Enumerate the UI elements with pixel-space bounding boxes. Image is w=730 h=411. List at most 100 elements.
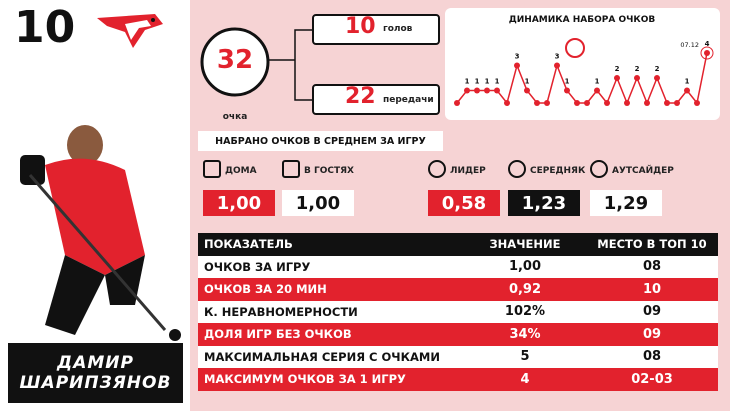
chart-point xyxy=(514,62,520,69)
chart-point xyxy=(574,100,580,106)
header-cell: МЕСТО В ТОП 10 xyxy=(597,237,707,252)
table-row: МАКСИМАЛЬНАЯ СЕРИЯ С ОЧКАМИ 5 08 xyxy=(198,345,718,368)
chart-point xyxy=(624,100,630,106)
player-last-name: ШАРИПЗЯНОВ xyxy=(19,373,172,393)
table-row: ДОЛЯ ИГР БЕЗ ОЧКОВ 34% 09 xyxy=(198,323,718,346)
table-cell: 34% xyxy=(509,326,541,342)
chart-point xyxy=(554,62,560,69)
chart-point xyxy=(684,87,690,94)
chart-value-label: 3 xyxy=(555,53,560,61)
chart-value-label: 1 xyxy=(565,78,570,86)
split-icon xyxy=(428,160,446,178)
header-cell: ЗНАЧЕНИЕ xyxy=(489,237,561,252)
table-cell: ДОЛЯ ИГР БЕЗ ОЧКОВ xyxy=(204,327,352,342)
assists-value: 22 xyxy=(345,84,376,109)
stats-table: ПОКАЗАТЕЛЬ ЗНАЧЕНИЕ МЕСТО В ТОП 10 ОЧКОВ ЗА… xyxy=(198,233,718,391)
table-row: ОЧКОВ ЗА 20 МИН 0,92 10 xyxy=(198,278,718,301)
table-cell: К. НЕРАВНОМЕРНОСТИ xyxy=(204,304,358,319)
table-cell: 1,00 xyxy=(508,259,542,275)
chart-point xyxy=(674,100,680,106)
split-value: 1,00 xyxy=(203,190,275,216)
table-header: ПОКАЗАТЕЛЬ ЗНАЧЕНИЕ МЕСТО В ТОП 10 xyxy=(198,233,718,256)
chart-value-label: 1 xyxy=(595,78,600,86)
jersey-number: 10 xyxy=(14,2,76,53)
chart-point xyxy=(484,87,490,94)
chart-point xyxy=(494,87,500,94)
chart-point xyxy=(534,100,540,106)
split-label: ДОМА xyxy=(225,166,257,176)
chart-point xyxy=(454,100,460,106)
chart-value-label: 4 xyxy=(705,40,710,48)
chart-point xyxy=(654,75,660,81)
chart-value-label: 2 xyxy=(635,65,640,73)
player-name-box: ДАМИР ШАРИПЗЯНОВ xyxy=(8,343,183,403)
table-cell: 09 xyxy=(642,326,662,342)
chart-value-label: 1 xyxy=(475,78,480,86)
chart-point xyxy=(474,87,480,94)
chart-point xyxy=(664,100,670,106)
chart-point xyxy=(644,100,650,106)
goals-box xyxy=(312,14,440,45)
table-cell: МАКСИМУМ ОЧКОВ ЗА 1 ИГРУ xyxy=(204,372,406,387)
chart-point xyxy=(604,100,610,106)
chart-point xyxy=(634,75,640,81)
table-cell: ОЧКОВ ЗА ИГРУ xyxy=(204,259,311,274)
chart-title: ДИНАМИКА НАБОРА ОЧКОВ xyxy=(509,15,656,25)
chart-point xyxy=(694,100,700,106)
table-row: ОЧКОВ ЗА ИГРУ 1,00 08 xyxy=(198,255,718,278)
chart-point xyxy=(614,75,620,81)
table-cell: 08 xyxy=(642,349,662,365)
player-first-name: ДАМИР xyxy=(57,353,134,373)
chart-value-label: 3 xyxy=(515,53,520,61)
points-label: очка xyxy=(222,112,248,122)
table-row: МАКСИМУМ ОЧКОВ ЗА 1 ИГРУ 4 02-03 xyxy=(198,368,718,391)
split-icon xyxy=(282,160,300,178)
split-icon xyxy=(203,160,221,178)
chart-point xyxy=(594,87,600,94)
split-label: СЕРЕДНЯК xyxy=(530,166,586,176)
table-cell: 02-03 xyxy=(631,371,673,387)
chart-point xyxy=(544,100,550,106)
last-point-ring xyxy=(700,46,714,60)
split-label: АУТСАЙДЕР xyxy=(612,166,674,176)
assists-label: передачи xyxy=(383,95,434,105)
chart-value-label: 1 xyxy=(685,78,690,86)
table-cell: 0,92 xyxy=(508,281,542,297)
goals-label: голов xyxy=(383,24,413,34)
chart-value-label: 2 xyxy=(655,65,660,73)
chart-point xyxy=(464,87,470,94)
chart-point xyxy=(524,87,530,94)
chart-value-label: 1 xyxy=(525,78,530,86)
split-icon xyxy=(590,160,608,178)
team-logo xyxy=(97,14,163,48)
split-value: 1,23 xyxy=(508,190,580,216)
club-logo xyxy=(565,38,585,58)
chart-date-label: 07.12 xyxy=(680,41,699,49)
chart-value-label: 1 xyxy=(465,78,470,86)
table-cell: 102% xyxy=(504,304,546,320)
chart-point xyxy=(584,100,590,106)
table-cell: МАКСИМАЛЬНАЯ СЕРИЯ С ОЧКАМИ xyxy=(204,349,440,364)
player-photo xyxy=(20,125,181,341)
split-label: В ГОСТЯХ xyxy=(304,166,354,176)
table-cell: 08 xyxy=(642,259,662,275)
goals-value: 10 xyxy=(345,14,376,39)
average-title: НАБРАНО ОЧКОВ В СРЕДНЕМ ЗА ИГРУ xyxy=(198,131,443,151)
table-row: К. НЕРАВНОМЕРНОСТИ 102% 09 xyxy=(198,300,718,323)
chart-value-label: 1 xyxy=(495,78,500,86)
table-cell: 4 xyxy=(520,371,530,387)
table-cell: ОЧКОВ ЗА 20 МИН xyxy=(204,282,327,297)
header-cell: ПОКАЗАТЕЛЬ xyxy=(204,237,293,252)
chart-value-label: 2 xyxy=(615,65,620,73)
points-value: 32 xyxy=(216,45,254,75)
split-value: 1,00 xyxy=(282,190,354,216)
split-label: ЛИДЕР xyxy=(450,166,486,176)
table-cell: 5 xyxy=(520,349,530,365)
split-value: 0,58 xyxy=(428,190,500,216)
chart-point xyxy=(504,100,510,106)
chart-point xyxy=(564,87,570,94)
